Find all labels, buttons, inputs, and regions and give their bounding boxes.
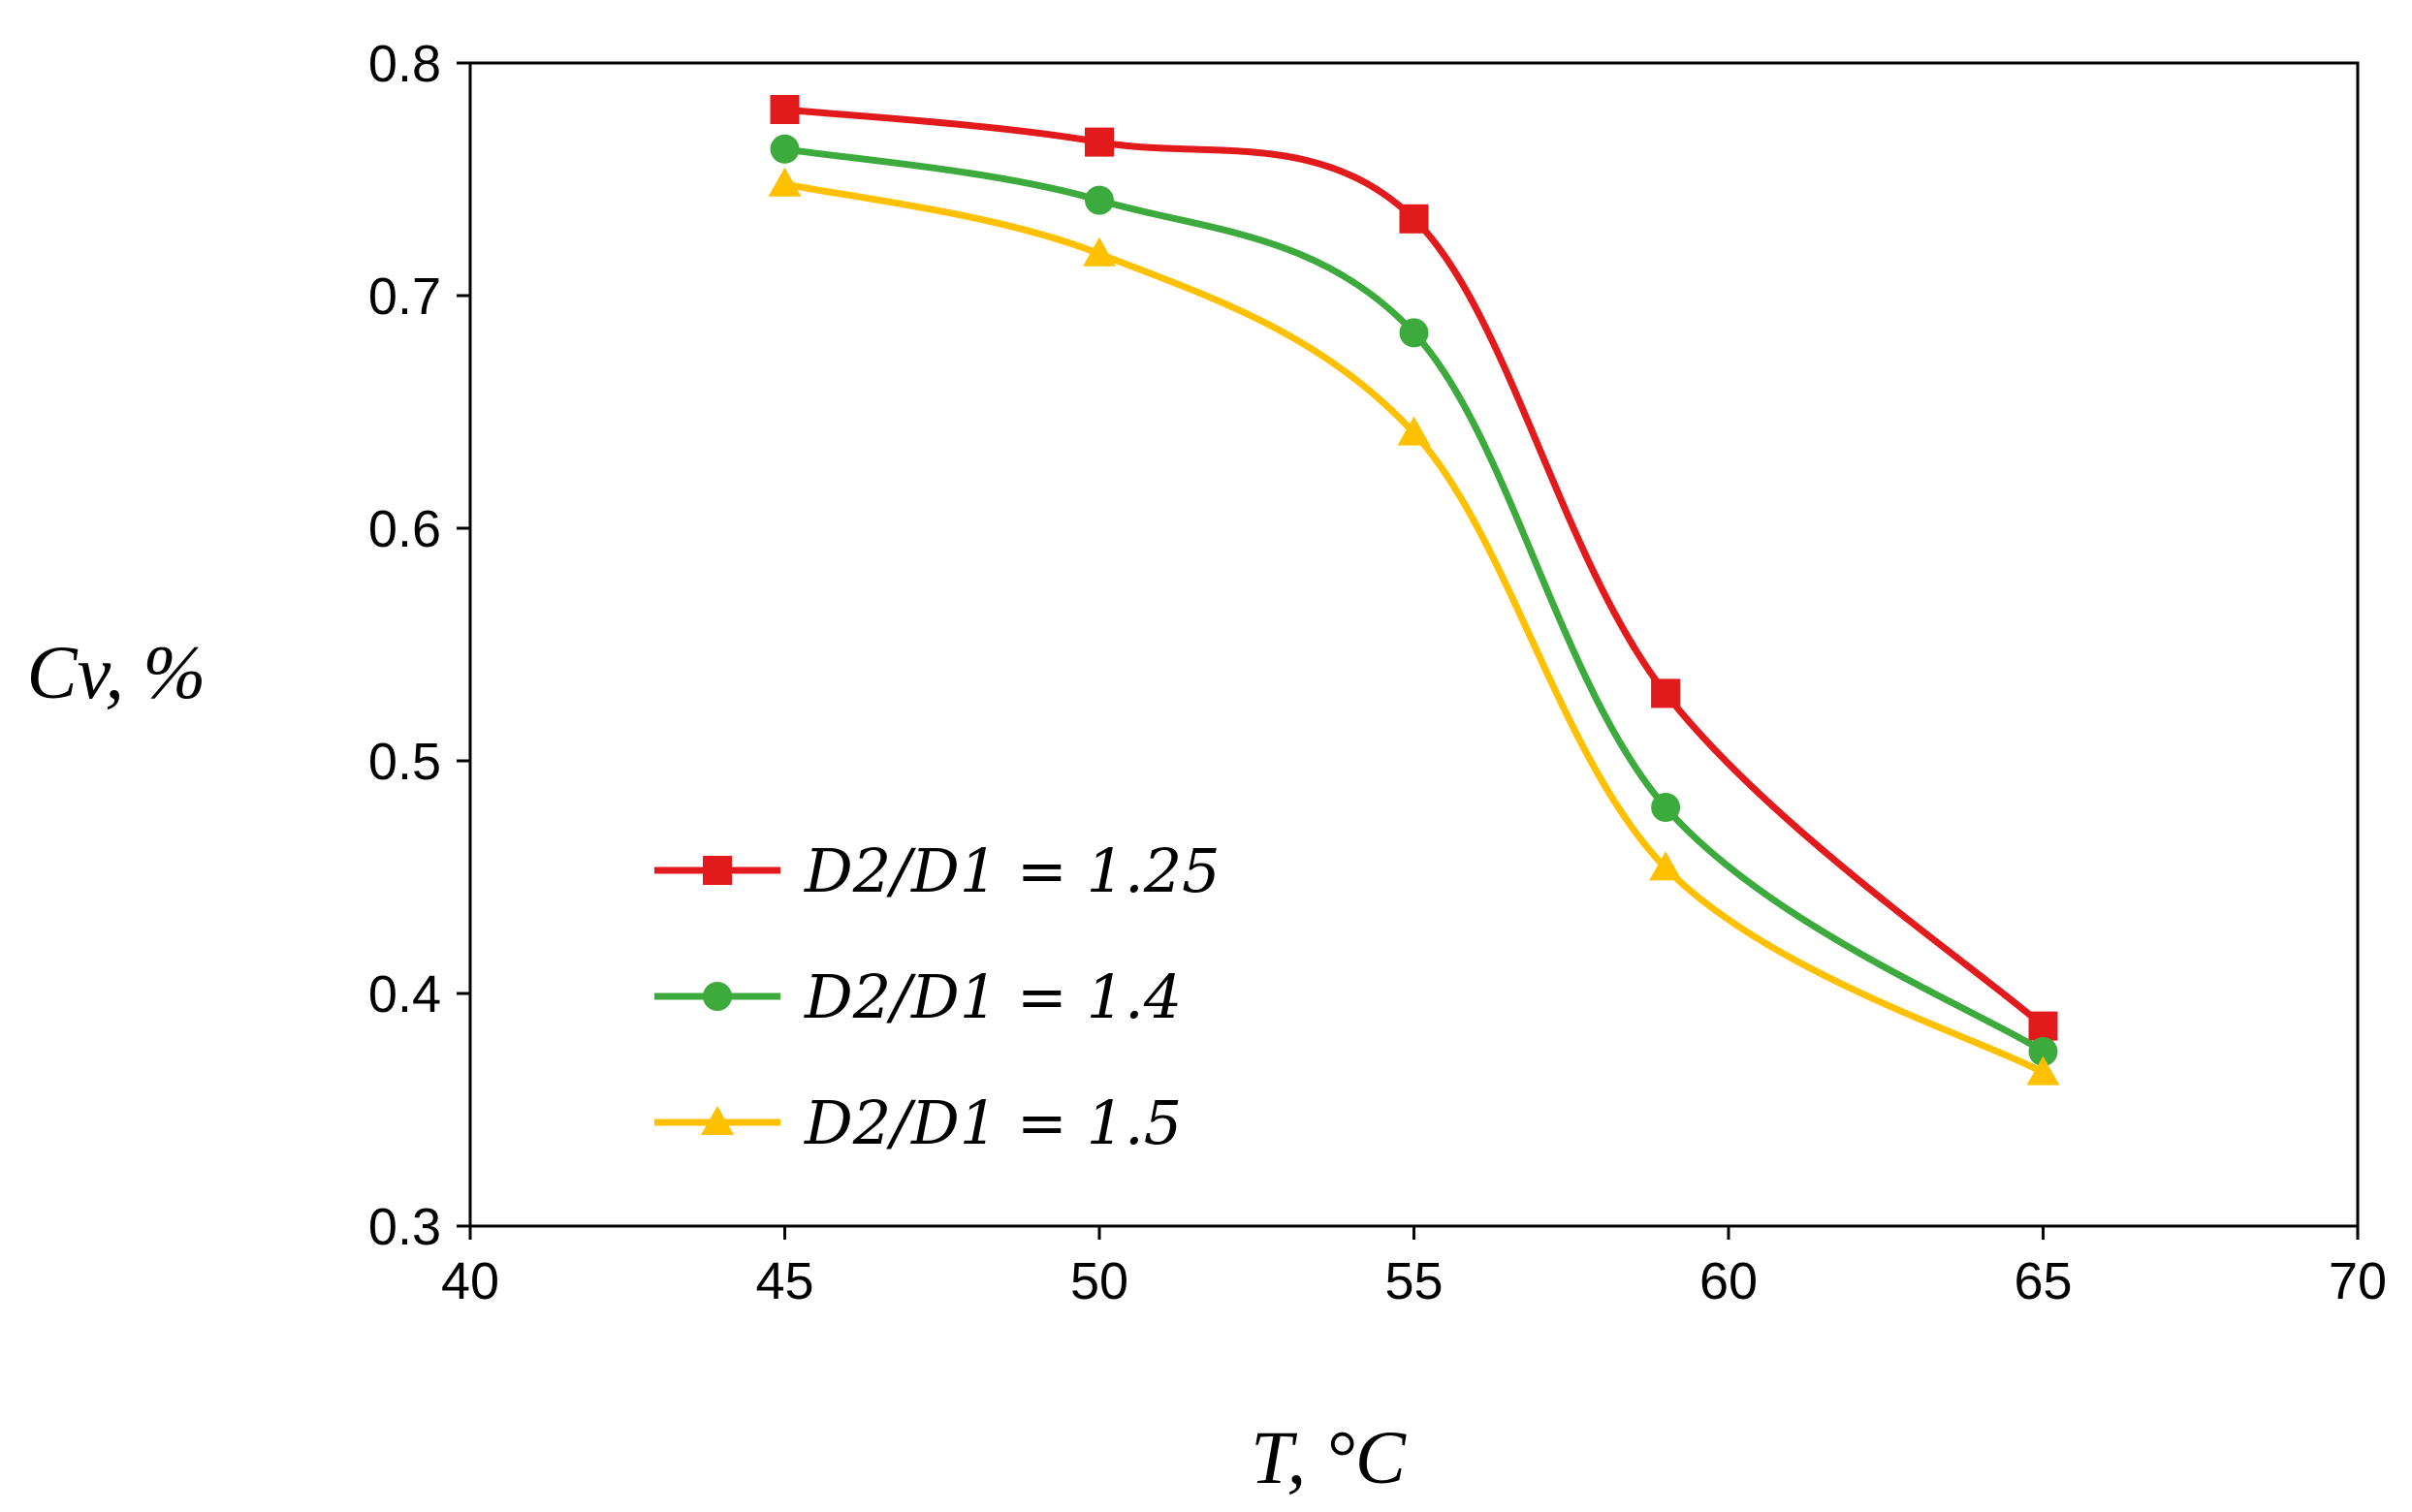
series-line [783, 180, 2046, 1076]
legend-label: D2/D1 = 1.5 [804, 1087, 1182, 1158]
y-tick-label: 0.7 [368, 268, 441, 326]
data-point [1651, 678, 1681, 709]
data-point [2028, 1037, 2058, 1066]
data-point [1085, 127, 1114, 157]
series-1 [770, 95, 2058, 1041]
y-tick-label: 0.6 [368, 500, 441, 558]
data-point [770, 95, 800, 124]
y-tick-label: 0.5 [368, 733, 441, 791]
x-tick-label: 50 [1070, 1252, 1128, 1310]
data-point [770, 134, 800, 164]
y-axis-title: Cv, % [27, 630, 206, 714]
y-tick-label: 0.3 [368, 1198, 441, 1256]
x-tick-label: 45 [755, 1252, 813, 1310]
plot-frame [468, 61, 2360, 1228]
legend-marker [703, 856, 732, 885]
x-tick-label: 60 [1699, 1252, 1758, 1310]
data-point [2026, 1055, 2060, 1086]
x-tick-label: 40 [441, 1252, 499, 1310]
legend-item-1: D2/D1 = 1.25 [654, 835, 1221, 906]
series-3 [768, 167, 2060, 1086]
y-tick-label: 0.4 [368, 965, 441, 1024]
legend-label: D2/D1 = 1.25 [804, 835, 1221, 906]
legend-marker [701, 1106, 734, 1135]
y-tick-label: 0.8 [368, 35, 441, 93]
data-point [1399, 204, 1429, 234]
data-point [1085, 185, 1114, 215]
data-point [1083, 236, 1116, 267]
data-point [1649, 851, 1683, 881]
x-tick-label: 55 [1384, 1252, 1443, 1310]
series-line [783, 145, 2046, 1055]
x-tick-label: 70 [2329, 1252, 2387, 1310]
data-point [2028, 1011, 2058, 1041]
legend-marker [703, 982, 732, 1011]
series-2 [770, 134, 2058, 1066]
series-line [784, 106, 2046, 1029]
x-tick-label: 65 [2014, 1252, 2072, 1310]
axes: 40 45 50 55 60 65 70 0.3 0.4 0.5 0.6 0.7 0.8 [368, 35, 2387, 1310]
data-point [1397, 416, 1431, 446]
data-point [1651, 793, 1681, 822]
data-point [1399, 318, 1429, 348]
legend-item-2: D2/D1 = 1.4 [654, 961, 1182, 1032]
legend: D2/D1 = 1.25 D2/D1 = 1.4 D2/D1 = 1.5 [654, 835, 1221, 1158]
series-lines [768, 95, 2060, 1086]
data-point [768, 167, 802, 197]
legend-label: D2/D1 = 1.4 [804, 961, 1182, 1032]
x-axis-title: T, °C [1251, 1415, 1407, 1499]
legend-item-3: D2/D1 = 1.5 [654, 1087, 1182, 1158]
